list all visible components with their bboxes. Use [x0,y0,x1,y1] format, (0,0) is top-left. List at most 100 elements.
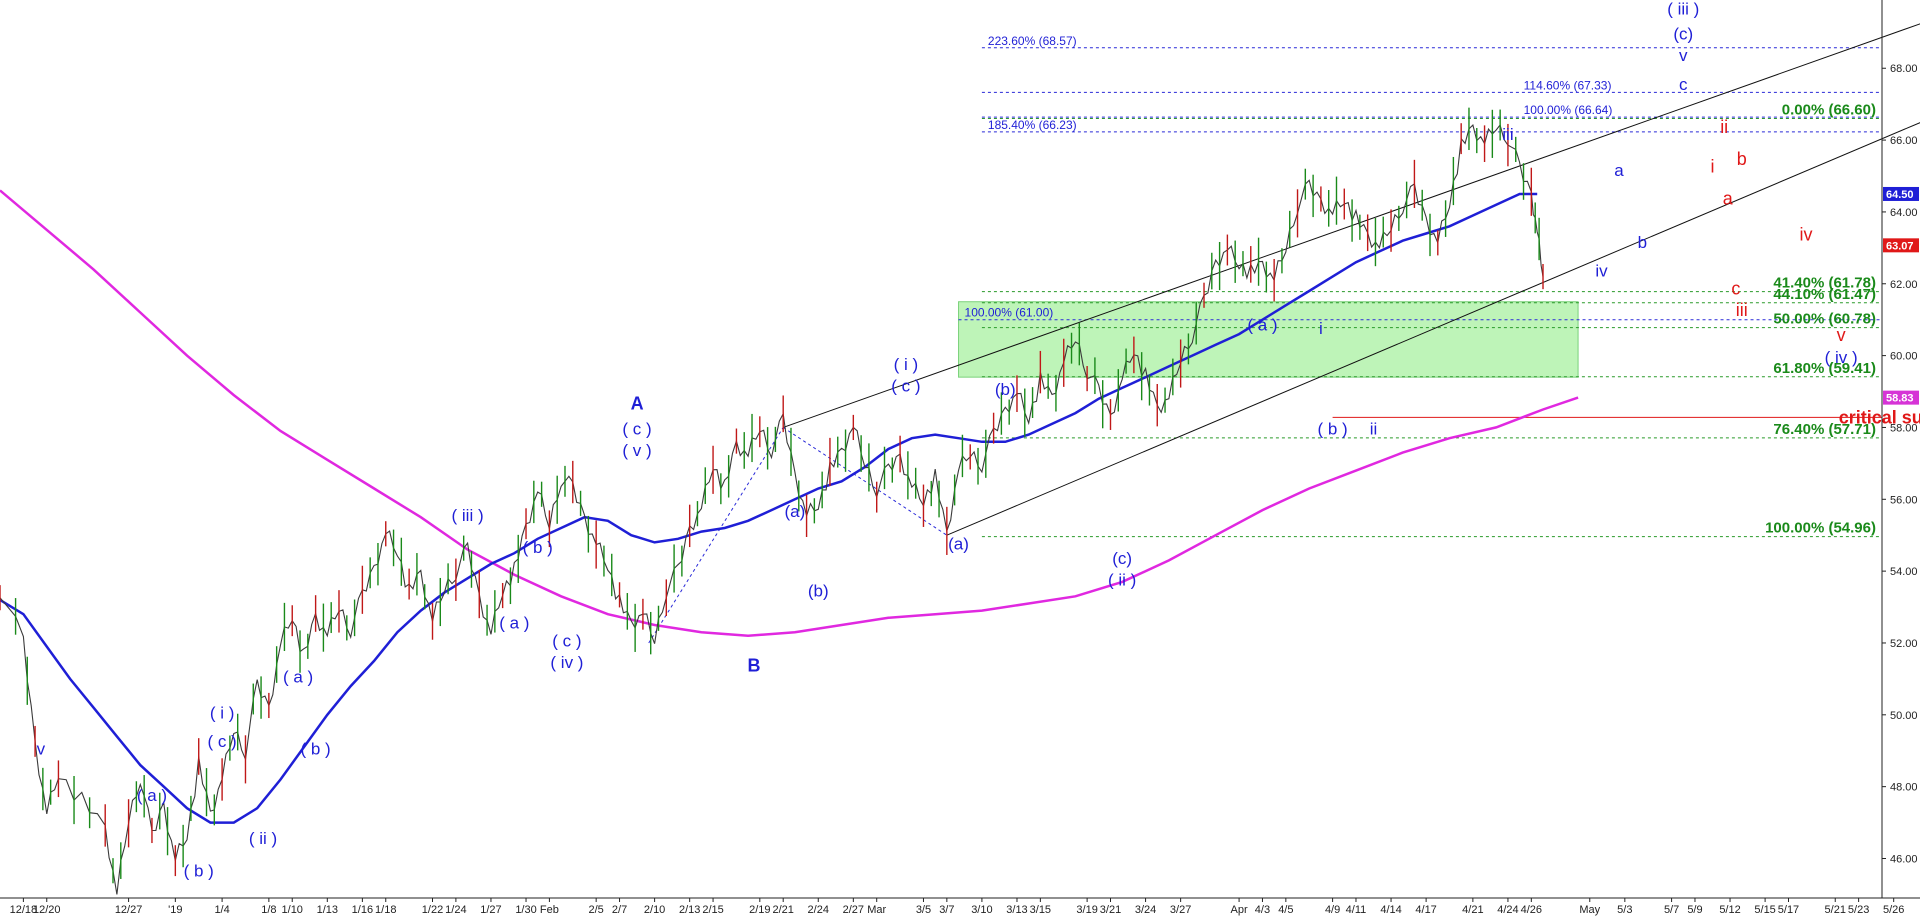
channel-line [782,427,948,536]
price-tag [1883,186,1919,201]
wave-label: A [631,393,644,413]
x-tick-label: May [1579,904,1600,916]
wave-label: b [1737,149,1747,169]
x-tick-label: 4/21 [1462,904,1483,916]
wave-label: (a) [948,535,969,554]
wave-label: (a) [784,502,805,521]
x-tick-label: 3/27 [1170,904,1191,916]
wave-label: ( b ) [184,861,214,880]
y-tick-label: 64.00 [1890,207,1918,219]
moving-average-magenta [0,189,1579,638]
x-tick-label: 5/12 [1719,904,1740,916]
y-tick-label: 66.00 [1890,135,1918,147]
fib-label-blue: 100.00% (61.00) [965,306,1054,320]
wave-label: ( c ) [622,420,651,439]
x-tick-label: 3/7 [939,904,954,916]
x-tick-label: 1/4 [214,904,229,916]
price-tag [1883,238,1919,253]
x-tick-label: 1/16 [352,904,373,916]
wave-label: i [1711,156,1715,176]
x-tick-label: 3/21 [1100,904,1121,916]
moving-average-blue [0,192,1538,824]
x-tick-label: 2/13 [679,904,700,916]
x-tick-label: 3/10 [971,904,992,916]
x-tick-label: 5/3 [1617,904,1632,916]
wave-label: iii [1736,300,1748,320]
channel-line [946,122,1920,536]
wave-label: ( iii ) [1667,0,1699,18]
x-tick-label: 4/3 [1255,904,1270,916]
y-tick-label: 46.00 [1890,853,1918,865]
wave-label: (c) [1673,25,1693,44]
y-tick-label: 62.00 [1890,279,1918,291]
price-series [0,123,1544,895]
wave-label: ( iii ) [452,506,484,525]
x-tick-label: 4/14 [1380,904,1401,916]
x-tick-label: 5/23 [1848,904,1869,916]
y-tick-label: 54.00 [1890,566,1918,578]
wave-label: ( i ) [210,703,235,722]
x-tick-label: 5/15 [1754,904,1775,916]
x-tick-label: 2/7 [612,904,627,916]
x-tick-label: 3/15 [1030,904,1051,916]
x-tick-label: 3/24 [1135,904,1156,916]
x-tick-label: 5/21 [1825,904,1846,916]
price-tag-label: 58.83 [1886,393,1914,405]
x-tick-label: 1/24 [445,904,466,916]
wave-label: ( ii ) [1108,570,1136,589]
wave-label: ii [1370,420,1378,439]
fib-label-green: 50.00% (60.78) [1773,311,1876,328]
y-tick-label: 50.00 [1890,710,1918,722]
x-tick-label: 5/7 [1664,904,1679,916]
wave-label: iii [1502,125,1513,144]
fib-label-blue: 114.60% (67.33) [1524,78,1612,92]
fib-label-green: 41.40% (61.78) [1773,275,1876,292]
fib-label-green: 0.00% (66.60) [1782,102,1876,119]
x-tick-label: 1/8 [261,904,276,916]
price-tag-label: 63.07 [1886,240,1914,252]
x-tick-label: 4/26 [1521,904,1542,916]
price-tag [1883,390,1919,405]
x-tick-label: 5/17 [1778,904,1799,916]
wave-label: c [1679,75,1688,94]
wave-label: ( b ) [300,739,330,758]
fib-label-green: 100.00% (54.96) [1765,520,1876,537]
wave-label: ( v ) [622,441,651,460]
wave-label: ( ii ) [249,829,277,848]
x-tick-label: Feb [540,904,559,916]
x-tick-label: 5/26 [1883,904,1904,916]
x-tick-label: 1/18 [375,904,396,916]
wave-label: ( c ) [891,377,920,396]
x-tick-label: 1/10 [282,904,303,916]
wave-label: B [747,656,760,676]
x-tick-label: 2/5 [589,904,604,916]
target-zone [958,301,1579,378]
wave-label: a [1614,161,1624,180]
wave-label: v [37,739,46,758]
wave-label: v [1679,46,1688,65]
wave-label: ( iv ) [1825,348,1858,367]
x-tick-label: 4/17 [1415,904,1436,916]
wave-label: ( a ) [137,786,167,805]
x-tick-label: 2/27 [843,904,864,916]
fib-label-blue: 223.60% (68.57) [988,34,1077,48]
x-tick-label: 3/13 [1006,904,1027,916]
y-tick-label: 68.00 [1890,63,1918,75]
wave-label: ( a ) [1247,315,1277,334]
x-tick-label: 2/10 [644,904,665,916]
wave-label: ( iv ) [550,653,583,672]
wave-label: a [1723,189,1734,209]
wave-label: c [1731,279,1740,299]
fib-label-green: 61.80% (59.41) [1773,360,1876,377]
y-tick-label: 58.00 [1890,422,1918,434]
x-tick-label: 2/15 [702,904,723,916]
x-tick-label: 5/9 [1687,904,1702,916]
fib-label-blue: 100.00% (66.64) [1524,103,1613,117]
fib-label-green: 44.10% (61.47) [1773,286,1876,303]
x-tick-label: '19 [168,904,182,916]
x-tick-label: 1/30 [515,904,536,916]
x-tick-label: 2/24 [808,904,829,916]
x-tick-label: 2/19 [749,904,770,916]
fib-label-green: 76.40% (57.71) [1773,421,1876,438]
